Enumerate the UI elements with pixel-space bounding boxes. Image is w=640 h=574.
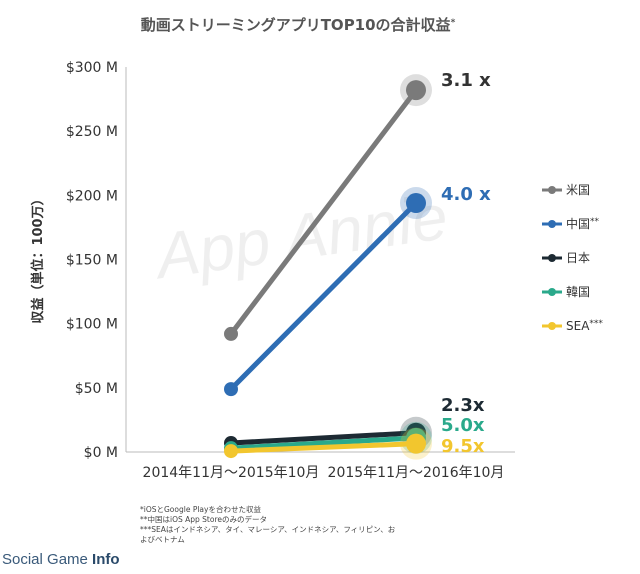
footnotes: *iOSとGoogle Playを合わせた収益 **中国はiOS App Sto… xyxy=(140,505,450,545)
legend-item: 中国** xyxy=(542,216,600,231)
chart-title-mark: * xyxy=(451,18,456,28)
series-line xyxy=(228,435,419,451)
legend-swatch-dot xyxy=(548,254,556,262)
y-tick-label: $100 M xyxy=(66,317,118,333)
footnote-1: *iOSとGoogle Playを合わせた収益 xyxy=(140,505,261,514)
brand-prefix: Social Game xyxy=(2,551,93,568)
legend-item: 韓国 xyxy=(542,285,590,299)
legend-label: SEA*** xyxy=(566,319,603,333)
chart-title: 動画ストリーミングアプリTOP10の合計収益* xyxy=(141,16,456,34)
series-1 xyxy=(224,74,432,341)
data-point-start xyxy=(224,382,238,397)
data-point-end xyxy=(406,433,426,454)
footnote-2: **中国はiOS App Storeのみのデータ xyxy=(140,515,267,524)
data-point-end xyxy=(406,80,426,101)
x-tick-labels: 2014年11月〜2015年10月 2015年11月〜2016年10月 xyxy=(143,465,505,481)
series-layer xyxy=(224,74,432,460)
legend-swatch-dot xyxy=(548,220,556,228)
legend-swatch-dot xyxy=(548,322,556,330)
y-axis-label: 収益（単位：100万） xyxy=(30,192,46,323)
legend-label: 日本 xyxy=(566,251,590,265)
footnote-4: よびベトナム xyxy=(140,535,185,544)
x-tick-label: 2014年11月〜2015年10月 xyxy=(143,465,320,481)
y-tick-label: $150 M xyxy=(66,253,118,269)
brand-logo: Social Game Info xyxy=(2,551,120,568)
legend-item: SEA*** xyxy=(542,319,603,333)
axes xyxy=(125,67,515,453)
legend-swatch-dot xyxy=(548,186,556,194)
y-tick-label: $300 M xyxy=(66,60,118,76)
chart-title-main: 動画ストリーミングアプリTOP10の合計収益 xyxy=(141,16,451,34)
series-line xyxy=(228,430,419,446)
series-line xyxy=(228,87,419,337)
y-tick-label: $0 M xyxy=(84,445,118,461)
series-2 xyxy=(224,187,432,397)
legend-label: 米国 xyxy=(566,183,590,197)
series-5 xyxy=(224,427,432,460)
y-tick-labels: $0 M $50 M $100 M $150 M $200 M $250 M $300 M xyxy=(66,60,118,461)
footnote-3: ***SEAはインドネシア、タイ、マレーシア、インドネシア、フィリピン、お xyxy=(140,525,396,534)
legend-swatch-dot xyxy=(548,288,556,296)
y-tick-label: $200 M xyxy=(66,188,118,204)
legend-label: 韓国 xyxy=(566,285,590,299)
legend-item: 米国 xyxy=(542,183,590,197)
data-point-start xyxy=(224,326,238,341)
data-point-end xyxy=(406,193,426,214)
x-tick-label: 2015年11月〜2016年10月 xyxy=(328,465,505,481)
multiplier-label: 3.1 x xyxy=(441,70,491,91)
legend-item: 日本 xyxy=(542,251,590,265)
series-line xyxy=(228,200,419,392)
y-tick-label: $50 M xyxy=(75,381,118,397)
data-point-start xyxy=(224,444,238,459)
brand-suffix: Info xyxy=(92,551,120,568)
multiplier-labels: 3.1 x 4.0 x 2.3x5.0x9.5x xyxy=(441,70,491,457)
multiplier-label: 5.0x xyxy=(441,415,485,436)
multiplier-label: 9.5x xyxy=(441,436,485,457)
legend-label: 中国** xyxy=(566,216,600,231)
y-tick-label: $250 M xyxy=(66,124,118,140)
multiplier-label: 2.3x xyxy=(441,395,485,416)
series-line xyxy=(228,441,419,454)
multiplier-label: 4.0 x xyxy=(441,184,491,205)
